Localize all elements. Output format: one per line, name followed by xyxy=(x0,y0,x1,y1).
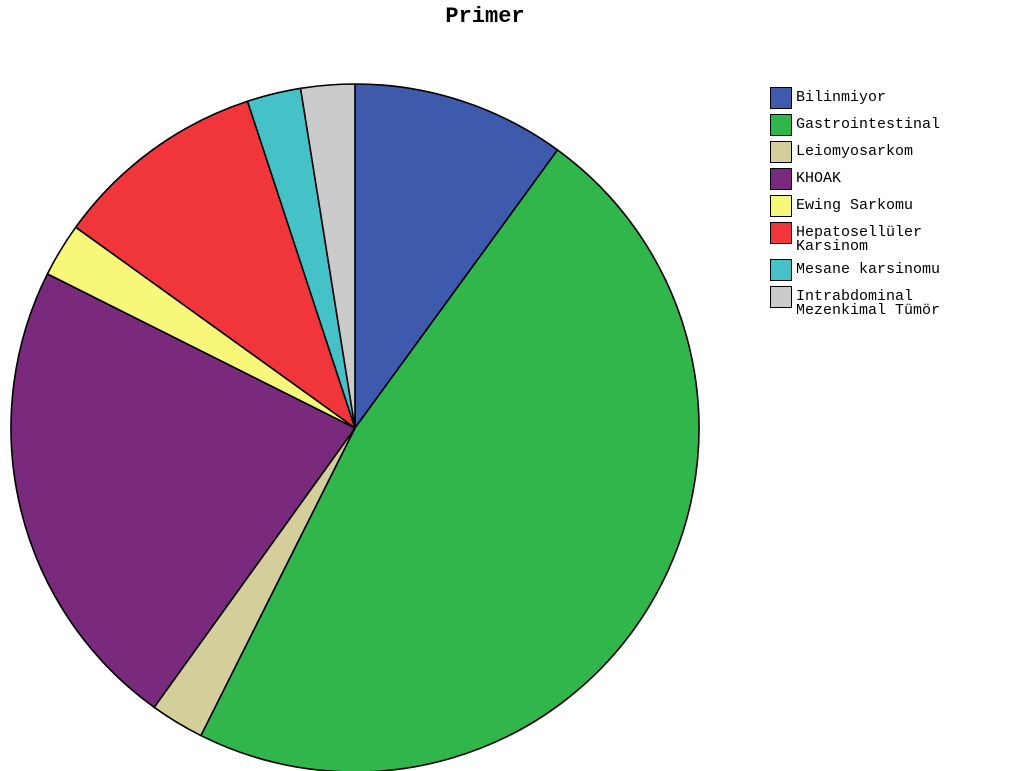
legend-swatch-5 xyxy=(770,222,792,244)
legend-swatch-6 xyxy=(770,259,792,281)
legend-label-1: Gastrointestinal xyxy=(796,116,941,133)
legend-item-0: Bilinmiyor xyxy=(770,87,940,109)
legend-item-6: Mesane karsinomu xyxy=(770,259,940,281)
legend-item-5: Hepatosellüler Karsinom xyxy=(770,222,940,254)
legend-swatch-0 xyxy=(770,87,792,109)
legend: Bilinmiyor Gastrointestinal Leiomyosarkom K… xyxy=(770,87,940,323)
legend-swatch-1 xyxy=(770,114,792,136)
legend-swatch-7 xyxy=(770,286,792,308)
legend-item-2: Leiomyosarkom xyxy=(770,141,940,163)
legend-label-6: Mesane karsinomu xyxy=(796,261,941,278)
legend-label-4: Ewing Sarkomu xyxy=(796,197,914,214)
legend-label-7: Intrabdominal Mezenkimal Tümör xyxy=(796,288,941,319)
legend-swatch-2 xyxy=(770,141,792,163)
legend-swatch-4 xyxy=(770,195,792,217)
pie-slice-7 xyxy=(299,83,356,429)
legend-label-3: KHOAK xyxy=(796,170,842,187)
pie-slice-3 xyxy=(10,273,356,709)
legend-item-3: KHOAK xyxy=(770,168,940,190)
legend-label-2: Leiomyosarkom xyxy=(796,143,914,160)
pie-slice-5 xyxy=(74,100,356,429)
legend-label-0: Bilinmiyor xyxy=(796,89,887,106)
pie-slice-1 xyxy=(200,149,700,771)
legend-item-1: Gastrointestinal xyxy=(770,114,940,136)
legend-swatch-3 xyxy=(770,168,792,190)
chart-title: Primer xyxy=(445,4,525,29)
legend-item-7: Intrabdominal Mezenkimal Tümör xyxy=(770,286,940,318)
legend-label-5: Hepatosellüler Karsinom xyxy=(796,224,923,255)
pie-slice-0 xyxy=(354,83,559,429)
legend-item-4: Ewing Sarkomu xyxy=(770,195,940,217)
